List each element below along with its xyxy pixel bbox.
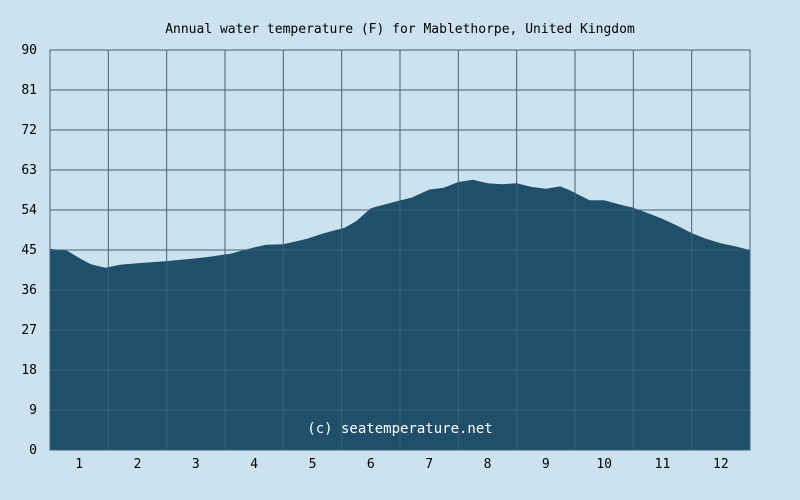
y-tick-label: 27 [21, 323, 37, 338]
y-tick-label: 72 [21, 123, 37, 138]
y-axis-ticks: 0 9 18 27 36 45 54 63 72 81 90 [21, 43, 37, 458]
x-tick-label: 1 [75, 457, 83, 472]
x-tick-label: 7 [425, 457, 433, 472]
x-tick-label: 4 [250, 457, 258, 472]
x-axis-ticks: 1 2 3 4 5 6 7 8 9 10 11 12 [75, 457, 728, 472]
y-tick-label: 36 [21, 283, 37, 298]
x-tick-label: 5 [309, 457, 317, 472]
x-tick-label: 11 [655, 457, 671, 472]
y-tick-label: 63 [21, 163, 37, 178]
y-tick-label: 54 [21, 203, 37, 218]
x-tick-label: 6 [367, 457, 375, 472]
y-tick-label: 0 [29, 443, 37, 458]
x-tick-label: 8 [484, 457, 492, 472]
y-tick-label: 18 [21, 363, 37, 378]
chart-title: Annual water temperature (F) for Mableth… [165, 22, 635, 37]
y-tick-label: 9 [29, 403, 37, 418]
plot-border [49, 49, 751, 451]
y-tick-label: 90 [21, 43, 37, 58]
x-tick-label: 12 [713, 457, 729, 472]
x-tick-label: 10 [596, 457, 612, 472]
x-tick-label: 3 [192, 457, 200, 472]
y-tick-label: 45 [21, 243, 37, 258]
y-tick-label: 81 [21, 83, 37, 98]
plot-frame [49, 49, 751, 451]
x-tick-label: 2 [134, 457, 142, 472]
credit-watermark: (c) seatemperature.net [307, 421, 492, 437]
x-tick-label: 9 [542, 457, 550, 472]
